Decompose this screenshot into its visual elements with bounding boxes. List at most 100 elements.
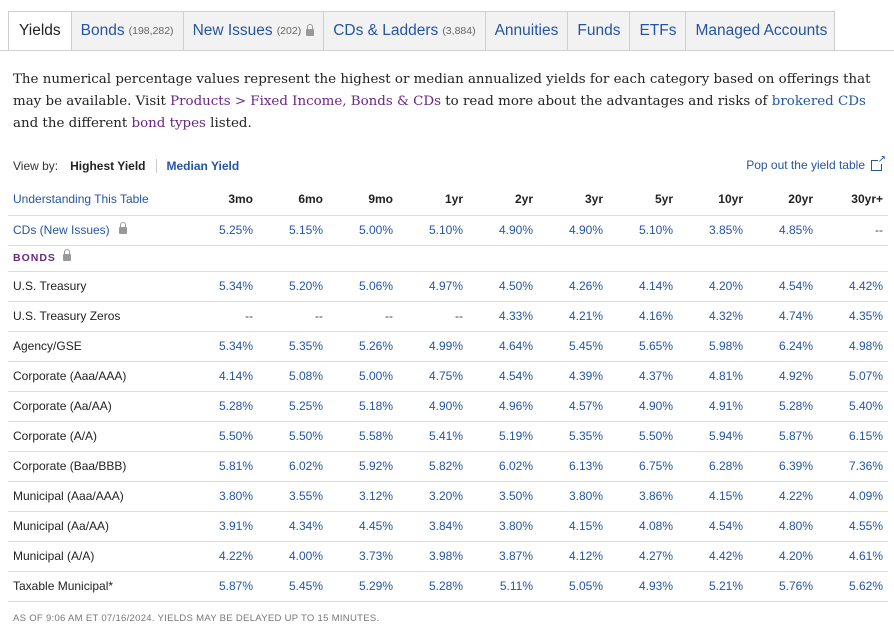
yield-value-link[interactable]: 4.00%	[258, 541, 328, 572]
yield-value-link[interactable]: 6.15%	[818, 421, 888, 452]
tab-new-issues[interactable]: New Issues (202)	[183, 11, 325, 51]
yield-value-link[interactable]: 4.54%	[678, 511, 748, 542]
yield-value-link[interactable]: 4.22%	[748, 481, 818, 512]
yield-value-link[interactable]: 5.20%	[258, 271, 328, 302]
tab-cds-ladders[interactable]: CDs & Ladders (3,884)	[324, 11, 486, 51]
yield-value-link[interactable]: 5.18%	[328, 391, 398, 422]
yield-value-link[interactable]: 4.90%	[398, 391, 468, 422]
tab-bonds[interactable]: Bonds (198,282)	[71, 11, 184, 51]
yield-value-link[interactable]: 6.39%	[748, 451, 818, 482]
yield-value-link[interactable]: 5.11%	[468, 571, 538, 602]
yield-value-link[interactable]: 4.64%	[468, 331, 538, 362]
yield-value-link[interactable]: 4.85%	[748, 215, 818, 246]
yield-value-link[interactable]: 5.87%	[188, 571, 258, 602]
yield-value-link[interactable]: 5.45%	[258, 571, 328, 602]
yield-value-link[interactable]: 3.80%	[468, 511, 538, 542]
yield-value-link[interactable]: 5.82%	[398, 451, 468, 482]
yield-value-link[interactable]: 5.10%	[398, 215, 468, 246]
median-yield-option[interactable]: Median Yield	[166, 159, 240, 173]
tab-yields[interactable]: Yields	[8, 11, 72, 51]
products-link[interactable]: Products > Fixed Income, Bonds & CDs	[170, 94, 442, 109]
yield-value-link[interactable]: 5.65%	[608, 331, 678, 362]
yield-value-link[interactable]: 5.87%	[748, 421, 818, 452]
yield-value-link[interactable]: 4.33%	[468, 301, 538, 332]
yield-value-link[interactable]: 4.42%	[818, 271, 888, 302]
bond-types-link[interactable]: bond types	[131, 116, 206, 131]
yield-value-link[interactable]: 4.22%	[188, 541, 258, 572]
yield-value-link[interactable]: 5.45%	[538, 331, 608, 362]
brokered-cds-link[interactable]: brokered CDs	[771, 94, 866, 109]
yield-value-link[interactable]: 4.99%	[398, 331, 468, 362]
yield-value-link[interactable]: 4.80%	[748, 511, 818, 542]
yield-value-link[interactable]: 5.50%	[258, 421, 328, 452]
yield-value-link[interactable]: 5.41%	[398, 421, 468, 452]
highest-yield-option[interactable]: Highest Yield	[70, 159, 146, 173]
yield-value-link[interactable]: 4.54%	[468, 361, 538, 392]
yield-value-link[interactable]: 4.97%	[398, 271, 468, 302]
yield-value-link[interactable]: 4.16%	[608, 301, 678, 332]
yield-value-link[interactable]: 4.15%	[678, 481, 748, 512]
yield-value-link[interactable]: 5.58%	[328, 421, 398, 452]
yield-value-link[interactable]: 5.76%	[748, 571, 818, 602]
yield-value-link[interactable]: 5.19%	[468, 421, 538, 452]
yield-value-link[interactable]: 5.35%	[258, 331, 328, 362]
yield-value-link[interactable]: 4.90%	[538, 215, 608, 246]
yield-value-link[interactable]: 4.92%	[748, 361, 818, 392]
yield-value-link[interactable]: 4.34%	[258, 511, 328, 542]
yield-value-link[interactable]: 4.55%	[818, 511, 888, 542]
yield-value-link[interactable]: 5.62%	[818, 571, 888, 602]
yield-value-link[interactable]: 4.90%	[608, 391, 678, 422]
yield-value-link[interactable]: 5.25%	[188, 215, 258, 246]
tab-etfs[interactable]: ETFs	[630, 11, 687, 51]
yield-value-link[interactable]: 3.86%	[608, 481, 678, 512]
yield-value-link[interactable]: 3.85%	[678, 215, 748, 246]
yield-value-link[interactable]: 4.08%	[608, 511, 678, 542]
yield-value-link[interactable]: 4.45%	[328, 511, 398, 542]
yield-value-link[interactable]: 4.26%	[538, 271, 608, 302]
yield-value-link[interactable]: 4.61%	[818, 541, 888, 572]
yield-value-link[interactable]: 5.28%	[398, 571, 468, 602]
yield-value-link[interactable]: 5.50%	[188, 421, 258, 452]
tab-annuities[interactable]: Annuities	[485, 11, 569, 51]
yield-value-link[interactable]: 3.87%	[468, 541, 538, 572]
yield-value-link[interactable]: 5.00%	[328, 361, 398, 392]
yield-value-link[interactable]: 3.12%	[328, 481, 398, 512]
yield-value-link[interactable]: 5.34%	[188, 271, 258, 302]
yield-value-link[interactable]: 4.20%	[678, 271, 748, 302]
yield-value-link[interactable]: 5.26%	[328, 331, 398, 362]
yield-value-link[interactable]: 5.00%	[328, 215, 398, 246]
yield-value-link[interactable]: 4.93%	[608, 571, 678, 602]
yield-value-link[interactable]: 4.39%	[538, 361, 608, 392]
yield-value-link[interactable]: 4.98%	[818, 331, 888, 362]
yield-value-link[interactable]: 4.54%	[748, 271, 818, 302]
yield-value-link[interactable]: 6.02%	[258, 451, 328, 482]
yield-value-link[interactable]: 4.42%	[678, 541, 748, 572]
yield-value-link[interactable]: 5.35%	[538, 421, 608, 452]
yield-value-link[interactable]: 5.28%	[188, 391, 258, 422]
yield-value-link[interactable]: 5.34%	[188, 331, 258, 362]
yield-value-link[interactable]: 4.91%	[678, 391, 748, 422]
yield-value-link[interactable]: 5.50%	[608, 421, 678, 452]
yield-value-link[interactable]: 4.09%	[818, 481, 888, 512]
yield-value-link[interactable]: 7.36%	[818, 451, 888, 482]
yield-value-link[interactable]: 3.73%	[328, 541, 398, 572]
yield-value-link[interactable]: 4.74%	[748, 301, 818, 332]
yield-value-link[interactable]: 4.20%	[748, 541, 818, 572]
yield-value-link[interactable]: 4.75%	[398, 361, 468, 392]
row-label[interactable]: CDs (New Issues)	[13, 223, 110, 237]
yield-value-link[interactable]: 5.81%	[188, 451, 258, 482]
yield-value-link[interactable]: 4.32%	[678, 301, 748, 332]
yield-value-link[interactable]: 4.81%	[678, 361, 748, 392]
yield-value-link[interactable]: 4.12%	[538, 541, 608, 572]
yield-value-link[interactable]: 5.29%	[328, 571, 398, 602]
yield-value-link[interactable]: 5.08%	[258, 361, 328, 392]
external-link-icon[interactable]	[871, 154, 886, 171]
yield-value-link[interactable]: 3.98%	[398, 541, 468, 572]
yield-value-link[interactable]: 4.37%	[608, 361, 678, 392]
yield-value-link[interactable]: 4.57%	[538, 391, 608, 422]
yield-value-link[interactable]: 5.40%	[818, 391, 888, 422]
pop-out-label[interactable]: Pop out the yield table	[746, 158, 865, 172]
yield-value-link[interactable]: 6.02%	[468, 451, 538, 482]
pop-out-link[interactable]: Pop out the yield table	[746, 154, 886, 173]
yield-value-link[interactable]: 3.80%	[538, 481, 608, 512]
